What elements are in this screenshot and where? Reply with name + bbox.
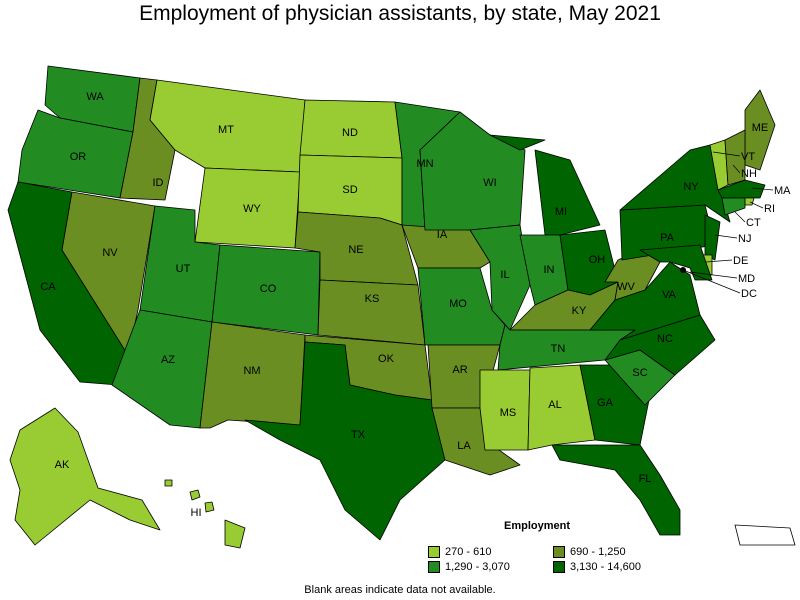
state-ct	[721, 197, 746, 216]
state-label-id: ID	[153, 177, 164, 189]
state-label-md: MD	[738, 273, 755, 285]
state-ak	[9, 407, 161, 546]
state-label-sd: SD	[342, 184, 357, 196]
state-tx	[244, 341, 446, 541]
state-label-tn: TN	[551, 343, 566, 355]
state-ri	[744, 197, 755, 206]
state-ms	[479, 369, 531, 451]
state-label-pa: PA	[660, 232, 675, 244]
state-label-ar: AR	[452, 364, 467, 376]
state-nj	[704, 214, 721, 261]
state-label-or: OR	[70, 151, 87, 163]
legend-item: 690 - 1,250	[553, 546, 626, 558]
state-label-mt: MT	[218, 124, 234, 136]
state-label-ca: CA	[40, 281, 56, 293]
state-label-nm: NM	[243, 365, 260, 377]
legend-swatch	[428, 546, 440, 558]
state-label-wy: WY	[243, 203, 261, 215]
state-label-ny: NY	[683, 181, 699, 193]
legend-item: 1,290 - 3,070	[428, 561, 510, 573]
leader-line-md	[689, 271, 738, 279]
state-label-nd: ND	[342, 127, 358, 139]
state-label-ri: RI	[764, 203, 775, 215]
state-label-mi: MI	[555, 206, 567, 218]
state-label-mo: MO	[449, 298, 467, 310]
state-ks	[317, 279, 426, 346]
state-label-hi: HI	[191, 507, 202, 519]
state-label-ak: AK	[55, 459, 70, 471]
state-label-al: AL	[548, 399, 561, 411]
state-label-sc: SC	[632, 367, 647, 379]
state-pr	[734, 524, 796, 546]
state-label-ct: CT	[746, 217, 761, 229]
state-label-dc: DC	[741, 288, 757, 300]
legend-label: 690 - 1,250	[570, 546, 626, 558]
state-label-vt: VT	[741, 151, 755, 163]
state-label-ok: OK	[378, 353, 395, 365]
state-label-de: DE	[733, 255, 748, 267]
state-label-mn: MN	[416, 158, 433, 170]
legend-swatch	[553, 546, 565, 558]
state-label-me: ME	[752, 122, 769, 134]
state-label-ma: MA	[774, 185, 791, 197]
state-label-nh: NH	[741, 168, 757, 180]
state-label-nv: NV	[102, 247, 118, 259]
state-hi	[164, 479, 246, 549]
state-label-in: IN	[544, 264, 555, 276]
leader-line-de	[705, 259, 733, 263]
state-label-nc: NC	[657, 333, 673, 345]
state-mi	[489, 134, 601, 236]
state-al	[527, 364, 596, 451]
legend-item: 3,130 - 14,600	[553, 561, 641, 573]
state-label-va: VA	[662, 289, 677, 301]
state-label-ia: IA	[437, 229, 448, 241]
legend-title: Employment	[504, 520, 571, 532]
footnote: Blank areas indicate data not available.	[304, 584, 496, 596]
state-label-wa: WA	[86, 91, 104, 103]
map-title: Employment of physician assistants, by s…	[139, 2, 661, 25]
legend-swatch	[428, 561, 440, 573]
leader-line-ri	[749, 201, 764, 209]
state-label-tx: TX	[351, 429, 366, 441]
leader-line-nh	[732, 164, 741, 174]
legend-label: 1,290 - 3,070	[445, 561, 510, 573]
leader-line-ct	[734, 211, 746, 223]
leader-line-dc	[682, 269, 741, 294]
state-label-ms: MS	[500, 407, 517, 419]
legend-label: 270 - 610	[445, 546, 492, 558]
leader-line-ma	[751, 187, 774, 191]
state-label-wi: WI	[483, 177, 496, 189]
state-label-il: IL	[500, 269, 509, 281]
state-label-co: CO	[260, 283, 277, 295]
state-label-ga: GA	[597, 397, 614, 409]
state-label-az: AZ	[161, 354, 175, 366]
state-label-ut: UT	[176, 263, 191, 275]
state-label-ks: KS	[365, 293, 380, 305]
dc-marker	[680, 267, 686, 273]
state-label-fl: FL	[639, 473, 652, 485]
state-label-nj: NJ	[738, 233, 751, 245]
leader-line-vt	[712, 151, 741, 157]
state-label-oh: OH	[589, 254, 606, 266]
state-label-ky: KY	[572, 305, 587, 317]
legend-swatch	[553, 561, 565, 573]
state-wi	[419, 111, 526, 231]
state-label-wv: WV	[617, 281, 635, 293]
state-label-la: LA	[457, 440, 471, 452]
state-label-ne: NE	[348, 244, 363, 256]
state-ma	[717, 179, 766, 199]
state-fl	[551, 444, 681, 536]
leader-line-nj	[714, 234, 738, 239]
legend-label: 3,130 - 14,600	[570, 561, 641, 573]
state-va	[589, 261, 701, 341]
legend-item: 270 - 610	[428, 546, 491, 558]
